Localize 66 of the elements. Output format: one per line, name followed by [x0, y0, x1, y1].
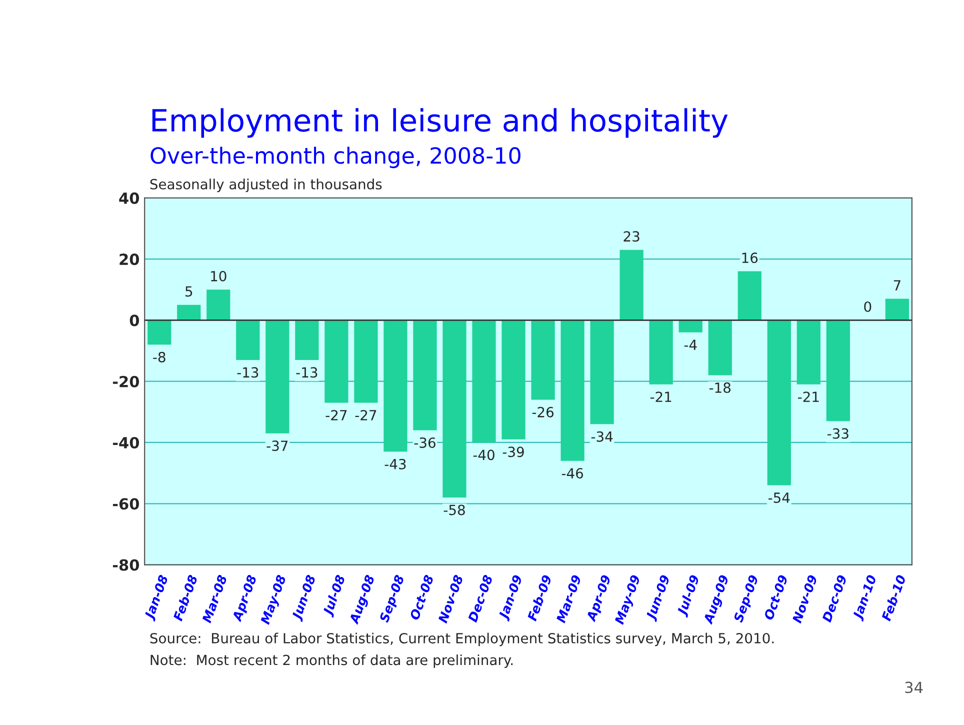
- y-tick-label: 40: [119, 192, 140, 204]
- bar: [384, 320, 408, 452]
- bar: [708, 320, 732, 376]
- data-label: 23: [624, 231, 640, 242]
- data-label: -26: [532, 406, 554, 418]
- bar: [560, 320, 584, 461]
- bar: [442, 320, 466, 498]
- bar: [590, 320, 614, 424]
- data-label: -13: [237, 367, 258, 378]
- bar: [885, 298, 909, 320]
- y-axis-title: Seasonally adjusted in thousands: [150, 178, 382, 192]
- bar: [649, 320, 673, 384]
- text: Note: Most recent 2 months of data are preliminary.: [150, 654, 513, 668]
- bar: [502, 320, 526, 440]
- bar: [472, 320, 496, 442]
- data-label: -36: [414, 437, 436, 448]
- x-tick-label: Jul-08: [322, 574, 348, 618]
- bar: [796, 320, 820, 384]
- data-label: -46: [562, 468, 584, 479]
- bar: [236, 320, 260, 360]
- data-label: -21: [798, 392, 819, 402]
- y-tick-label: -20: [112, 376, 140, 388]
- y-tick-label: 20: [120, 254, 140, 266]
- data-label: -54: [768, 492, 790, 503]
- bar: [354, 320, 378, 403]
- y-tick-label: 0: [130, 314, 140, 326]
- data-label: 10: [211, 270, 226, 282]
- data-label: -27: [326, 410, 347, 420]
- data-label: -37: [266, 440, 288, 452]
- bar: [295, 320, 319, 360]
- text: 34: [905, 682, 923, 694]
- data-label: -58: [444, 504, 465, 516]
- data-label: -43: [384, 458, 406, 470]
- bar: [148, 320, 172, 345]
- chart-subtitle: Over-the-month change, 2008-10: [150, 146, 520, 168]
- bar: [177, 304, 201, 320]
- bar: [206, 290, 230, 320]
- data-label: 16: [742, 252, 758, 264]
- data-label: -39: [502, 446, 524, 458]
- data-label: -8: [153, 352, 166, 362]
- bar: [767, 320, 791, 486]
- data-label: 5: [186, 286, 192, 297]
- bar: [324, 320, 348, 403]
- bar: [826, 320, 850, 422]
- data-label: -13: [296, 367, 318, 378]
- source-note: Source: Bureau of Labor Statistics, Current Employment Statistics survey, March 5, 2010.: [150, 632, 774, 646]
- bar: [738, 271, 762, 320]
- bar: [678, 320, 702, 332]
- data-label: -40: [473, 450, 494, 460]
- data-label: 0: [864, 301, 872, 312]
- data-label: -34: [591, 431, 613, 442]
- data-label: 7: [894, 280, 900, 290]
- data-label: -27: [355, 410, 376, 420]
- data-label: -21: [650, 392, 672, 402]
- chart-title: Employment in leisure and hospitality: [152, 108, 728, 138]
- bar: [620, 250, 644, 320]
- y-tick-label: -40: [112, 436, 140, 449]
- data-label: -18: [709, 382, 730, 393]
- y-tick-label: -60: [112, 498, 140, 510]
- bar: [531, 320, 555, 400]
- bar: [266, 320, 290, 434]
- data-label: -33: [828, 428, 848, 439]
- x-tick-label: Jul-09: [676, 574, 702, 618]
- bar: [413, 320, 437, 430]
- y-tick-label: -80: [112, 559, 140, 571]
- data-label: -4: [684, 340, 697, 350]
